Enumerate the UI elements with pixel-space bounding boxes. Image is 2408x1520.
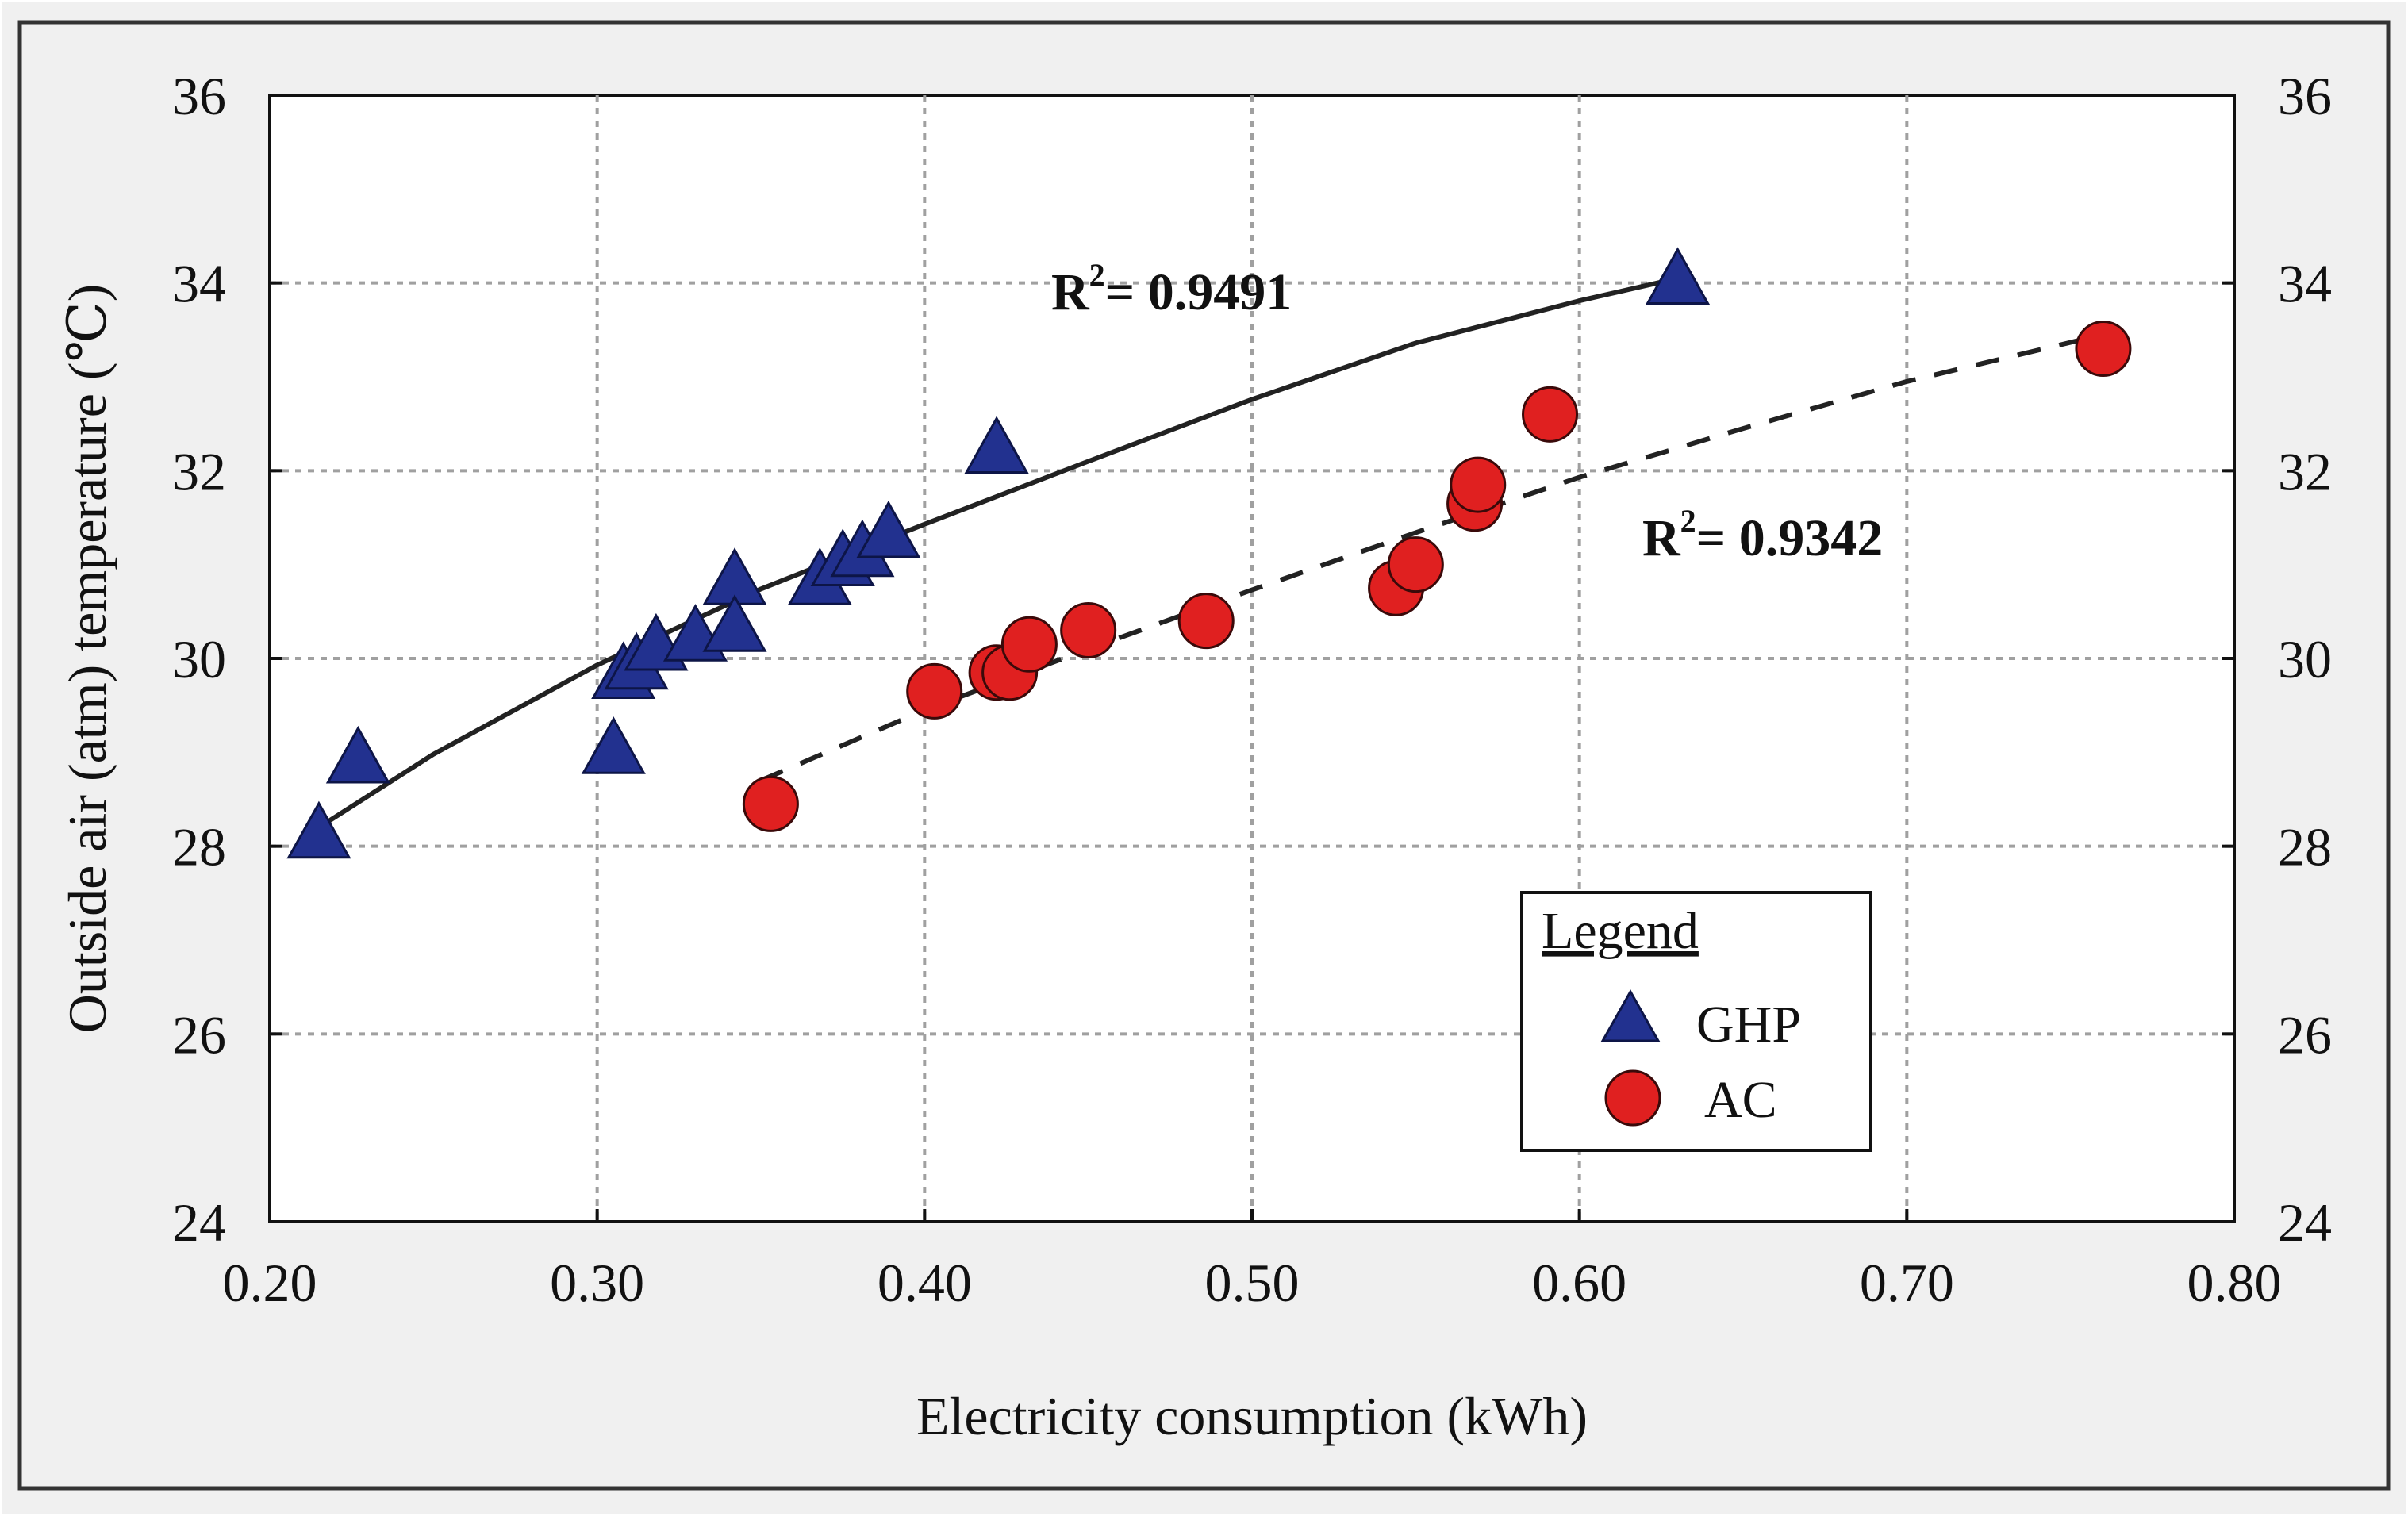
x-axis-title: Electricity consumption (kWh) bbox=[916, 1386, 1588, 1446]
ghp-data-point bbox=[856, 500, 921, 558]
ghp-trendline bbox=[317, 275, 1679, 830]
ghp-r2-superscript: 2 bbox=[1089, 257, 1105, 293]
y-tick-label-left: 32 bbox=[172, 441, 226, 501]
y-tick-label-left: 24 bbox=[172, 1192, 226, 1253]
data-markers bbox=[286, 247, 2132, 859]
ac-data-point bbox=[1000, 616, 1058, 673]
ac-data-point bbox=[906, 662, 963, 720]
ac-data-point bbox=[2075, 321, 2132, 377]
legend-ac-label: AC bbox=[1704, 1071, 1777, 1129]
legend-ghp-marker bbox=[1600, 988, 1661, 1042]
y-tick-label-right: 32 bbox=[2278, 441, 2332, 501]
ghp-data-point bbox=[964, 416, 1029, 474]
ac-r2-superscript: 2 bbox=[1680, 503, 1696, 539]
y-tick-label-left: 34 bbox=[172, 254, 226, 314]
ac-data-point bbox=[1060, 602, 1117, 658]
ac-data-point bbox=[1522, 386, 1579, 443]
ac-r2-annotation: R2= 0.9342 bbox=[1642, 503, 1883, 567]
ghp-data-point bbox=[1645, 247, 1711, 305]
x-tick-label: 0.80 bbox=[2187, 1253, 2282, 1313]
ac-data-point bbox=[1177, 593, 1235, 650]
figure-border bbox=[17, 20, 2391, 1491]
legend-title: Legend bbox=[1542, 902, 1699, 960]
y-tick-label-right: 26 bbox=[2278, 1004, 2332, 1065]
ac-r2-letter: R bbox=[1642, 509, 1681, 567]
axis-ticks bbox=[268, 94, 2236, 1223]
gridlines bbox=[270, 95, 2234, 1222]
legend-ac-marker bbox=[1604, 1069, 1661, 1127]
legend: Legend GHP AC bbox=[1520, 891, 1872, 1152]
ac-r2-value: = 0.9342 bbox=[1696, 509, 1884, 567]
ghp-r2-value: = 0.9491 bbox=[1105, 263, 1292, 321]
ghp-r2-letter: R bbox=[1051, 263, 1090, 321]
ac-data-point bbox=[1450, 456, 1507, 513]
ac-data-point bbox=[742, 775, 799, 832]
y-axis-title: Outside air (atm) temperature (℃) bbox=[57, 284, 117, 1034]
x-tick-label: 0.30 bbox=[550, 1253, 644, 1313]
x-tick-label: 0.70 bbox=[1860, 1253, 1954, 1313]
x-tick-label: 0.60 bbox=[1532, 1253, 1626, 1313]
y-tick-label-left: 28 bbox=[172, 817, 226, 877]
y-tick-label-right: 34 bbox=[2278, 254, 2332, 314]
ghp-r2-annotation: R2= 0.9491 bbox=[1051, 257, 1292, 321]
x-tick-label: 0.50 bbox=[1205, 1253, 1300, 1313]
ac-data-point bbox=[1387, 536, 1444, 593]
y-tick-label-left: 30 bbox=[172, 629, 226, 689]
y-tick-label-right: 30 bbox=[2278, 629, 2332, 689]
ghp-data-point bbox=[325, 725, 390, 784]
y-tick-label-right: 36 bbox=[2278, 66, 2332, 126]
legend-ghp-label: GHP bbox=[1696, 996, 1801, 1054]
x-tick-label: 0.20 bbox=[223, 1253, 317, 1313]
ghp-data-point bbox=[702, 594, 767, 652]
legend-box bbox=[1520, 891, 1872, 1152]
y-tick-label-right: 28 bbox=[2278, 817, 2332, 877]
y-tick-label-right: 24 bbox=[2278, 1192, 2332, 1253]
y-tick-label-left: 36 bbox=[172, 66, 226, 126]
x-tick-label: 0.40 bbox=[878, 1253, 972, 1313]
y-tick-label-left: 26 bbox=[172, 1004, 226, 1065]
ghp-data-point bbox=[581, 716, 646, 774]
ghp-data-point bbox=[286, 800, 351, 859]
